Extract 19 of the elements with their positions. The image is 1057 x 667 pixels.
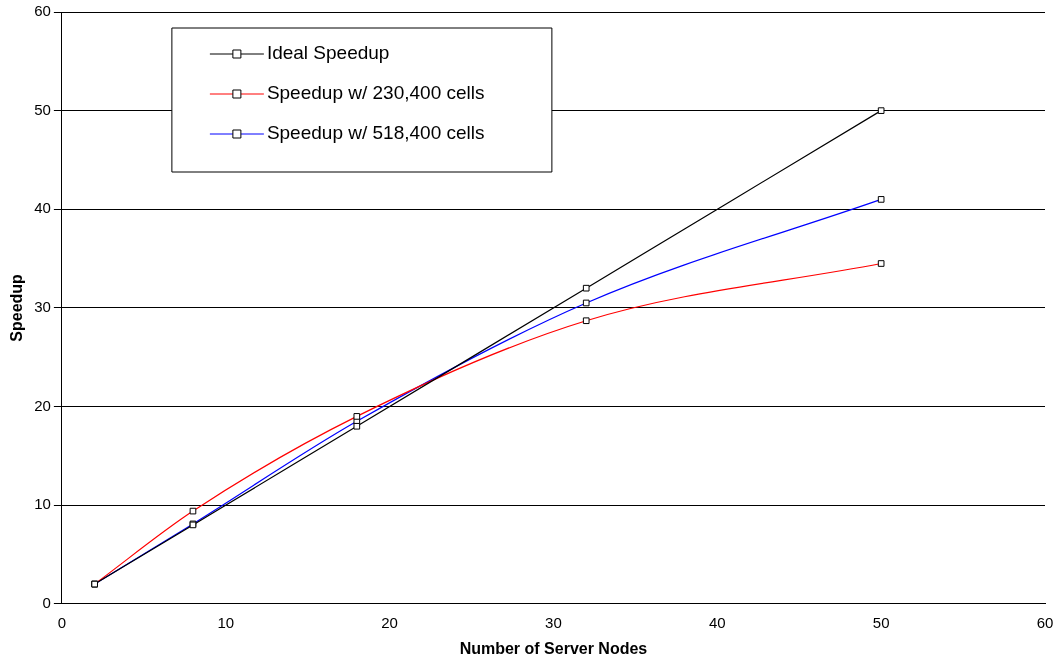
x-tick-label: 0 [57, 613, 67, 631]
x-tick-label: 20 [381, 613, 398, 631]
x-tick-label: 30 [545, 613, 562, 631]
y-tick-label: 40 [34, 199, 51, 217]
y-tick-label: 50 [34, 100, 51, 118]
x-tick-label: 10 [217, 613, 235, 631]
legend-label: Ideal Speedup [266, 42, 390, 64]
y-axis-title: Speedup [8, 273, 26, 342]
x-tick-label: 60 [1036, 613, 1054, 631]
y-tick-label: 10 [34, 495, 51, 513]
x-axis-title: Number of Server Nodes [459, 639, 648, 657]
y-tick-label: 20 [34, 396, 51, 414]
y-tick-label: 60 [34, 2, 51, 20]
legend-label: Speedup w/ 518,400 cells [266, 122, 485, 144]
legend-label: Speedup w/ 230,400 cells [266, 82, 485, 104]
y-tick-label: 0 [42, 593, 51, 611]
x-tick-label: 50 [872, 613, 890, 631]
x-tick-label: 40 [708, 613, 726, 631]
y-tick-label: 30 [34, 298, 51, 316]
